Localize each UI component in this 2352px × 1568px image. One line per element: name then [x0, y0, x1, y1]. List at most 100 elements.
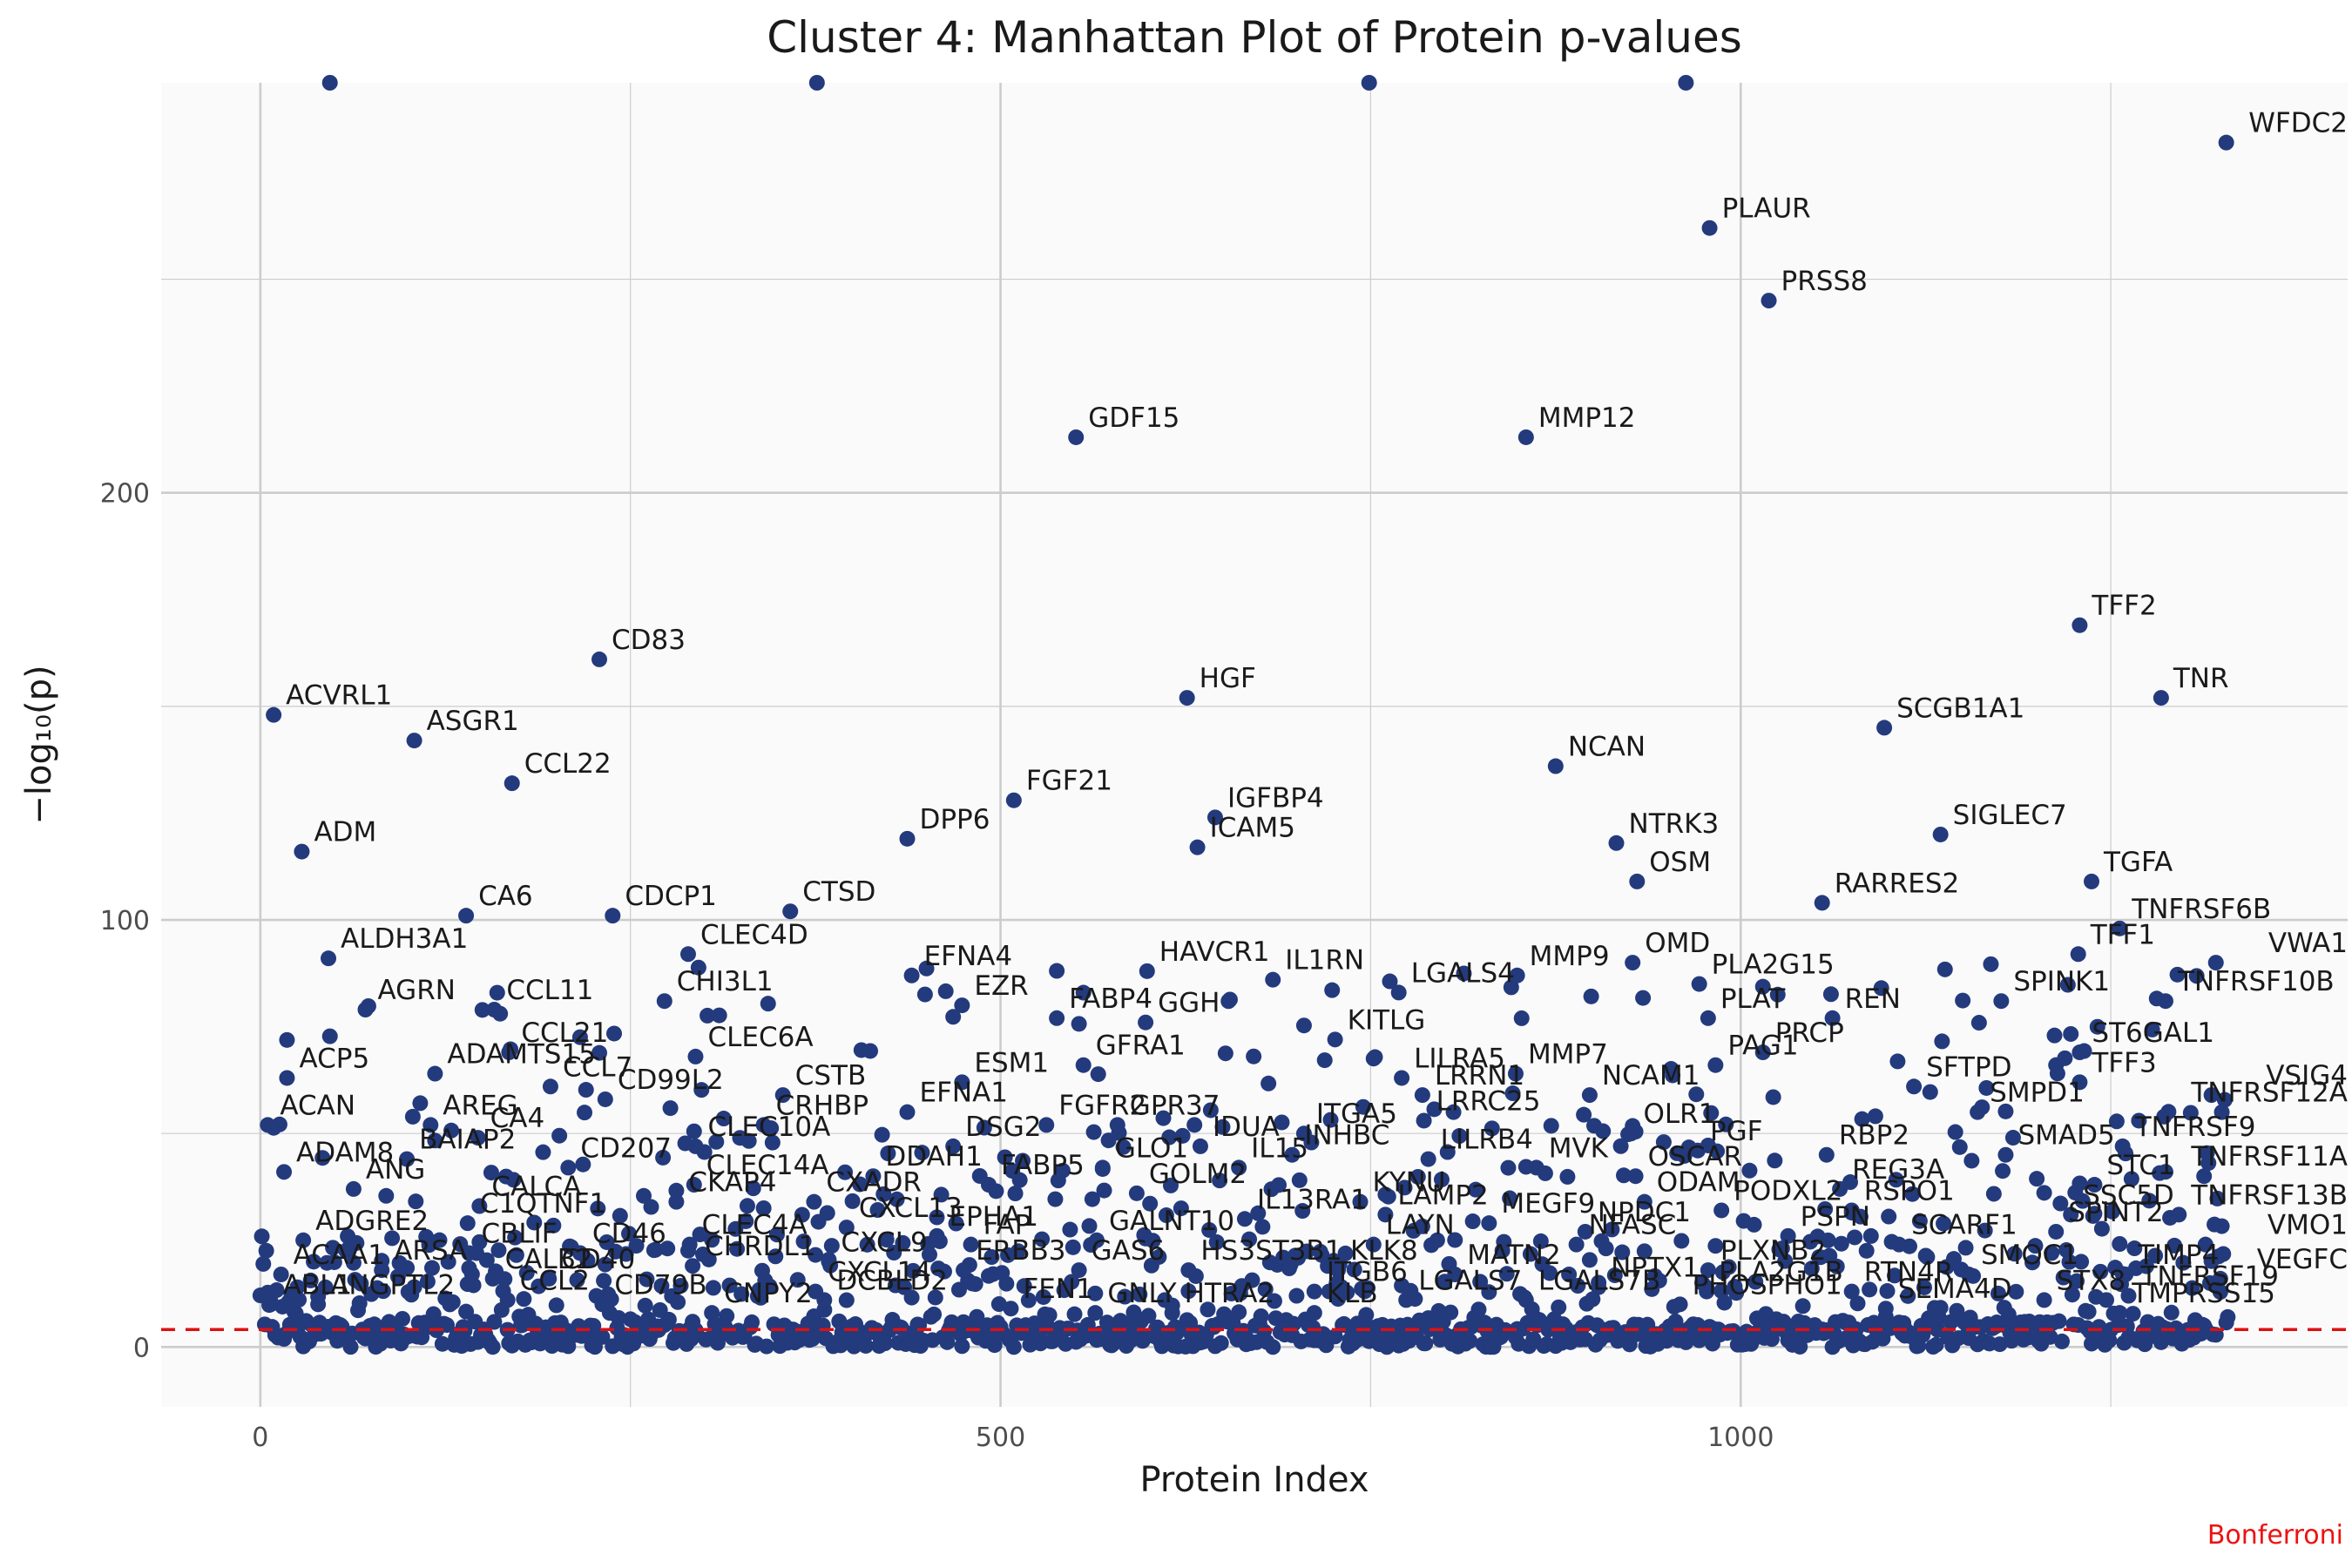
- data-point: [1995, 1163, 2011, 1179]
- chart-title: Cluster 4: Manhattan Plot of Protein p-v…: [767, 12, 1742, 63]
- labeled-point-rtn4r: [1844, 1284, 1860, 1300]
- labeled-point-oscar: [1628, 1168, 1644, 1184]
- labeled-point-asgr1: [407, 733, 422, 748]
- point-label-clec4d: CLEC4D: [700, 919, 808, 950]
- labeled-point-gfra1: [1076, 1058, 1092, 1073]
- x-axis-title: Protein Index: [1139, 1460, 1369, 1500]
- labeled-point-kitlg: [1328, 1031, 1343, 1047]
- labeled-point-golm2: [1129, 1186, 1145, 1201]
- labeled-point-icam5: [1190, 840, 1206, 855]
- data-point: [998, 1276, 1014, 1292]
- labeled-point-lilra5: [1394, 1070, 1409, 1085]
- labeled-point-sftpd: [1906, 1078, 1922, 1094]
- data-point: [466, 1277, 482, 1293]
- point-label-mmp9: MMP9: [1530, 941, 1610, 972]
- data-point: [255, 1256, 271, 1272]
- labeled-point-pag1: [1707, 1058, 1723, 1073]
- point-label-acvrl1: ACVRL1: [286, 680, 392, 712]
- labeled-point-chi3l1: [657, 993, 672, 1009]
- labeled-point-spink1: [1993, 993, 2009, 1009]
- point-label-hgf: HGF: [1200, 663, 1256, 694]
- data-point: [2063, 1026, 2078, 1042]
- point-label-lamp2: LAMP2: [1397, 1179, 1488, 1211]
- data-point: [2220, 1309, 2235, 1325]
- y-tick-label: 200: [100, 479, 150, 510]
- point-label-omd: OMD: [1645, 928, 1710, 959]
- labeled-point-epha1: [929, 1228, 944, 1244]
- point-label-kitlg: KITLG: [1348, 1004, 1426, 1036]
- point-label-angptl2: ANGPTL2: [330, 1269, 455, 1301]
- point-label-scarf1: SCARF1: [1911, 1210, 2017, 1241]
- point-label-olr1: OLR1: [1643, 1098, 1715, 1130]
- point-label-plat: PLAT: [1720, 983, 1786, 1015]
- point-label-efna4: EFNA4: [924, 941, 1013, 972]
- data-point: [596, 1273, 612, 1288]
- labeled-point-tmprss15: [2112, 1305, 2127, 1321]
- labeled-point-wfdc2: [2219, 135, 2234, 151]
- labeled-point-smad5: [1997, 1147, 2013, 1163]
- point-label-ctsd: CTSD: [802, 876, 875, 908]
- point-label-esm1: ESM1: [974, 1047, 1049, 1078]
- labeled-point-gdf15: [1068, 429, 1084, 445]
- point-label-cd207: CD207: [580, 1132, 672, 1164]
- point-label-fen1: FEN1: [1023, 1274, 1092, 1305]
- data-point: [1065, 1240, 1081, 1255]
- data-point: [1923, 1085, 1938, 1100]
- labeled-point-ccl11: [486, 1002, 502, 1017]
- point-label-chi3l1: CHI3L1: [677, 966, 774, 997]
- data-point: [1767, 1152, 1782, 1168]
- data-point: [1823, 986, 1839, 1002]
- labeled-point-omd: [1625, 955, 1640, 970]
- data-point: [254, 1228, 270, 1244]
- labeled-point-il13ra1: [1237, 1211, 1253, 1227]
- data-point: [259, 1243, 274, 1259]
- point-label-vmo1: VMO1: [2268, 1210, 2348, 1241]
- point-label-spink1: SPINK1: [2013, 966, 2110, 997]
- data-point: [1443, 1305, 1458, 1321]
- point-label-mvk: MVK: [1549, 1132, 1609, 1164]
- labeled-point-lrrn1: [1415, 1087, 1430, 1103]
- point-label-lgals7: LGALS7: [1418, 1265, 1522, 1296]
- point-label-tff3: TFF3: [2091, 1047, 2156, 1078]
- labeled-point-cd83: [591, 652, 607, 667]
- point-label-fabp4: FABP4: [1069, 983, 1152, 1015]
- labeled-point-scgb1a1: [1876, 720, 1892, 735]
- data-point: [1766, 1089, 1781, 1105]
- labeled-point-ccl7: [543, 1078, 558, 1094]
- labeled-point-fabp4: [1049, 1010, 1064, 1026]
- data-point: [2054, 1334, 2070, 1349]
- data-point: [1500, 1160, 1516, 1176]
- labeled-point-prss8: [1761, 293, 1777, 308]
- data-point: [1952, 1139, 1968, 1155]
- data-point: [1091, 1066, 1106, 1082]
- point-label-il13ra1: IL13RA1: [1257, 1184, 1368, 1215]
- point-label-mmp7: MMP7: [1528, 1039, 1608, 1071]
- data-point: [551, 1128, 567, 1144]
- labeled-point-hs3st3b1: [1180, 1262, 1196, 1278]
- data-point: [1067, 1307, 1083, 1322]
- labeled-point-cd99l2: [598, 1092, 613, 1107]
- labeled-point-il1rn: [1265, 972, 1281, 988]
- labeled-point-phospho1: [1673, 1296, 1688, 1312]
- labeled-point-efna1: [899, 1105, 915, 1120]
- point-label-icam5: ICAM5: [1210, 813, 1295, 844]
- point-label-cd99l2: CD99L2: [618, 1064, 724, 1096]
- point-label-havcr1: HAVCR1: [1159, 936, 1270, 968]
- data-point: [1324, 983, 1340, 998]
- point-label-tgfa: TGFA: [2103, 847, 2173, 878]
- point-label-lrrc25: LRRC25: [1436, 1085, 1541, 1117]
- data-point: [1834, 1236, 1849, 1252]
- labeled-point-adamts15: [427, 1066, 443, 1082]
- labeled-point-ntrk3: [1609, 835, 1625, 851]
- point-label-cd83: CD83: [612, 625, 686, 656]
- point-label-tmprss15: TMPRSS15: [2131, 1278, 2275, 1309]
- data-point: [1559, 1169, 1575, 1185]
- point-label-vwa1: VWA1: [2268, 928, 2348, 959]
- point-label-aldh3a1: ALDH3A1: [341, 923, 468, 955]
- labeled-point-olr1: [1623, 1125, 1639, 1141]
- data-point: [395, 1311, 410, 1327]
- point-label-il1rn: IL1RN: [1285, 945, 1364, 977]
- data-point: [719, 1308, 734, 1324]
- labeled-point-adam8: [276, 1164, 292, 1179]
- labeled-point-cxadr: [806, 1194, 821, 1210]
